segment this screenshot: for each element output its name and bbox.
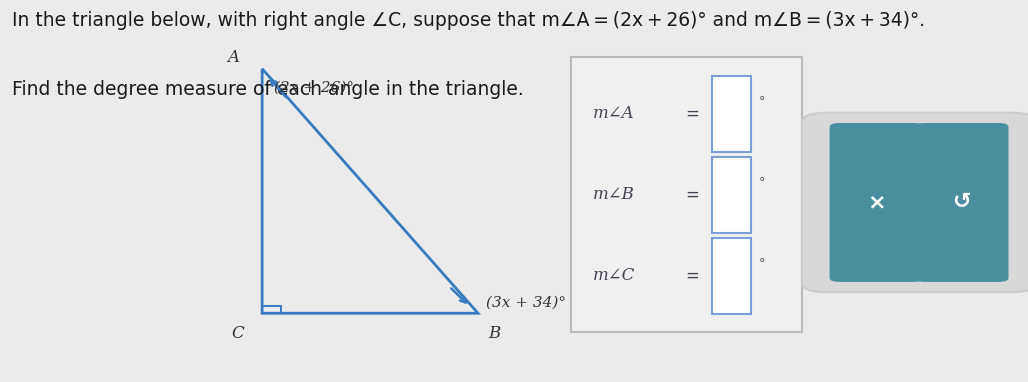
Text: °: °: [759, 95, 765, 108]
Text: Find the degree measure of each angle in the triangle.: Find the degree measure of each angle in…: [12, 80, 524, 99]
Text: C: C: [231, 325, 244, 342]
Text: m∠B: m∠B: [593, 186, 635, 203]
Text: In the triangle below, with right angle ∠C, suppose that m∠A = (2x + 26)° and m∠: In the triangle below, with right angle …: [12, 11, 925, 31]
Text: °: °: [759, 257, 765, 270]
Text: (3x + 34)°: (3x + 34)°: [486, 295, 566, 309]
Text: m∠A: m∠A: [593, 105, 634, 122]
FancyBboxPatch shape: [915, 123, 1008, 282]
Text: ×: ×: [867, 193, 886, 212]
Text: (2x + 26)°: (2x + 26)°: [274, 80, 355, 94]
FancyBboxPatch shape: [571, 57, 802, 332]
Text: =: =: [685, 105, 699, 123]
FancyBboxPatch shape: [802, 113, 1028, 292]
Text: A: A: [227, 49, 240, 66]
FancyBboxPatch shape: [712, 76, 751, 152]
Text: =: =: [685, 186, 699, 204]
Text: ↺: ↺: [952, 193, 971, 212]
Text: =: =: [685, 267, 699, 285]
FancyBboxPatch shape: [712, 157, 751, 233]
Text: m∠C: m∠C: [593, 267, 635, 284]
Text: °: °: [759, 176, 765, 189]
FancyBboxPatch shape: [830, 123, 923, 282]
Text: B: B: [488, 325, 501, 342]
FancyBboxPatch shape: [712, 238, 751, 314]
